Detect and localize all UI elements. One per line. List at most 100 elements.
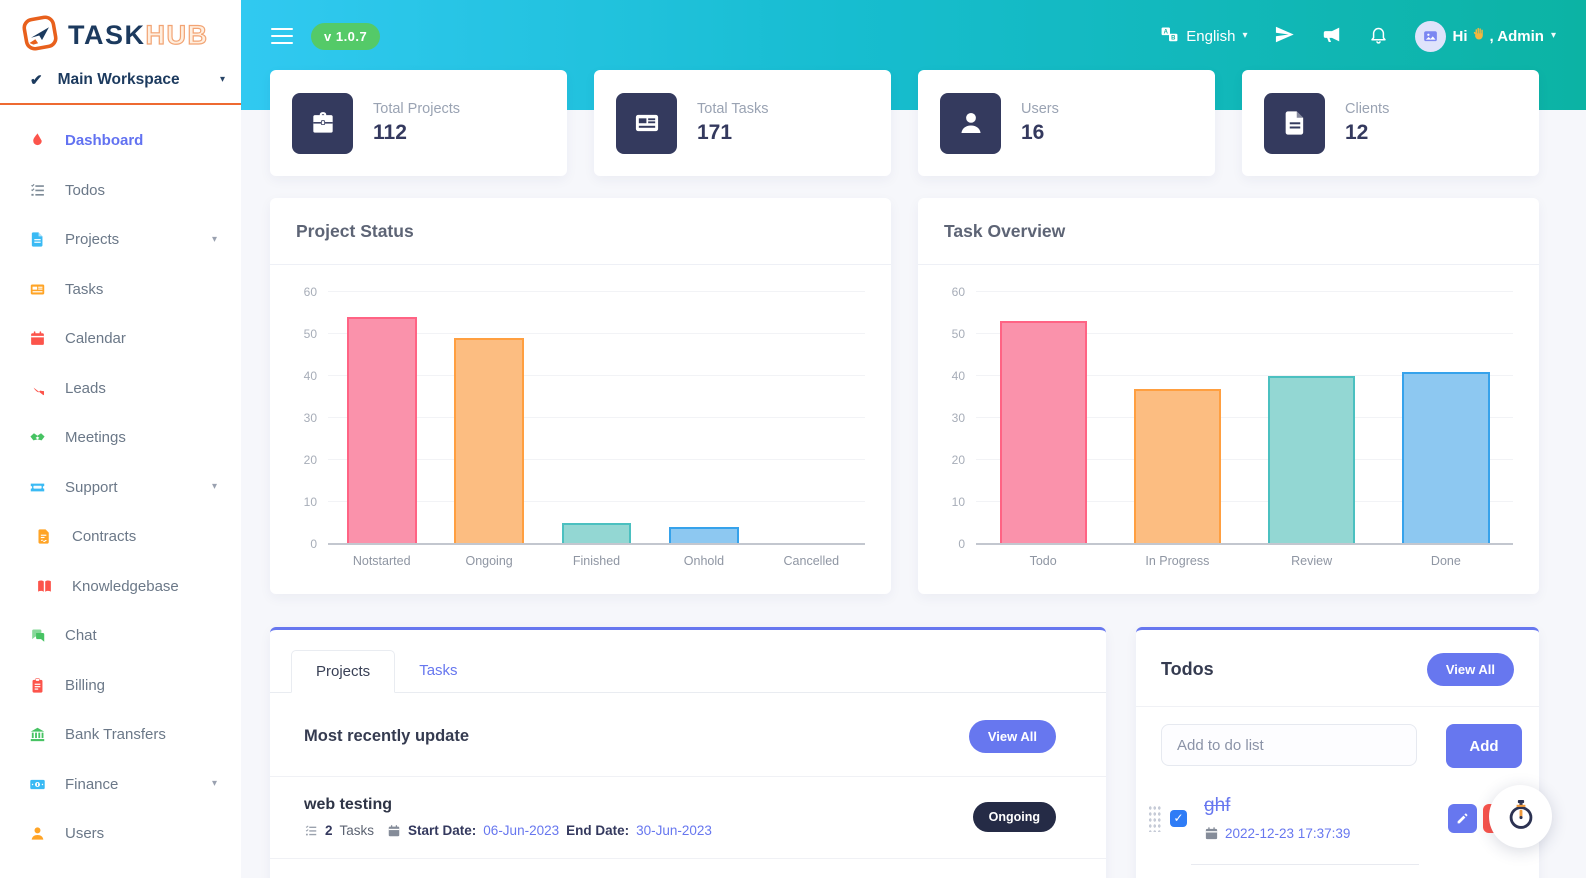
tab-tasks[interactable]: Tasks bbox=[419, 662, 458, 679]
main-content: Total Projects 112 Total Tasks 171 Users 16 Cl… bbox=[241, 70, 1586, 878]
sidebar-item-finance[interactable]: Finance ▾ bbox=[0, 760, 241, 810]
todo-input[interactable] bbox=[1161, 724, 1417, 766]
y-tick-label: 40 bbox=[951, 369, 965, 383]
sidebar-item-label: Billing bbox=[65, 676, 106, 694]
y-tick-label: 50 bbox=[303, 327, 317, 341]
stat-text: Clients 12 bbox=[1345, 101, 1389, 145]
gridline bbox=[328, 333, 865, 334]
sidebar-item-label: Bank Transfers bbox=[65, 726, 166, 744]
sidebar-item-billing[interactable]: Billing bbox=[0, 661, 241, 711]
todo-content: ghf 2022-12-23 17:37:39 bbox=[1204, 795, 1448, 841]
recent-view-all-button[interactable]: View All bbox=[968, 720, 1056, 753]
sidebar-item-chat[interactable]: Chat bbox=[0, 611, 241, 661]
project-row: Project testing bbox=[270, 858, 1106, 878]
y-axis: 0 10 20 30 40 50 60 bbox=[292, 285, 328, 551]
stat-card-total-tasks: Total Tasks 171 bbox=[594, 70, 891, 176]
drag-handle-icon[interactable] bbox=[1148, 804, 1161, 832]
stat-value: 112 bbox=[373, 121, 407, 144]
recent-tabs: Projects Tasks bbox=[270, 630, 1106, 693]
file-icon bbox=[28, 231, 46, 249]
calendar-icon bbox=[387, 824, 401, 838]
briefcase-icon bbox=[292, 92, 353, 154]
bar-review bbox=[1268, 376, 1356, 544]
x-axis-line bbox=[976, 543, 1513, 545]
notifications-button[interactable] bbox=[1368, 24, 1389, 48]
sidebar-item-todos[interactable]: Todos bbox=[0, 166, 241, 216]
bar-slot bbox=[435, 292, 542, 544]
stat-label: Total Tasks bbox=[697, 101, 769, 117]
ticket-icon bbox=[28, 478, 46, 496]
todos-header: Todos View All bbox=[1136, 630, 1539, 706]
stopwatch-icon bbox=[1504, 798, 1538, 835]
y-tick-label: 30 bbox=[303, 411, 317, 425]
user-icon bbox=[28, 825, 46, 843]
handshake-icon bbox=[28, 429, 46, 447]
todo-checkbox[interactable]: ✓ bbox=[1170, 809, 1187, 827]
sidebar-item-leads[interactable]: Leads bbox=[0, 364, 241, 414]
list-check-icon bbox=[28, 181, 46, 199]
divider bbox=[1136, 706, 1539, 707]
taskhub-logo[interactable]: TASKHUB bbox=[0, 0, 241, 58]
sidebar-item-meetings[interactable]: Meetings bbox=[0, 413, 241, 463]
workspace-label: Main Workspace bbox=[57, 71, 180, 88]
stat-text: Users 16 bbox=[1021, 101, 1059, 145]
timer-button[interactable] bbox=[1489, 785, 1552, 848]
card-header: Project Status bbox=[270, 198, 891, 265]
sidebar-item-bank-transfers[interactable]: Bank Transfers bbox=[0, 710, 241, 760]
stat-card-total-projects: Total Projects 112 bbox=[270, 70, 567, 176]
bank-icon bbox=[28, 726, 46, 744]
money-icon bbox=[28, 775, 46, 793]
chevron-down-icon: ▾ bbox=[211, 481, 217, 493]
sidebar-item-knowledgebase[interactable]: Knowledgebase bbox=[0, 562, 241, 612]
recent-header: Most recently update View All bbox=[270, 693, 1106, 776]
sidebar-item-contracts[interactable]: Contracts bbox=[0, 512, 241, 562]
logo-text: TASKHUB bbox=[68, 19, 209, 51]
bar-slot bbox=[543, 292, 650, 544]
sidebar-item-tasks[interactable]: Tasks bbox=[0, 265, 241, 315]
x-tick-label: Todo bbox=[1029, 554, 1057, 568]
sidebar-item-users[interactable]: Users bbox=[0, 809, 241, 859]
announcements-button[interactable] bbox=[1321, 24, 1342, 48]
svg-text:B: B bbox=[1171, 36, 1175, 42]
send-button[interactable] bbox=[1274, 24, 1295, 48]
x-tick-label: Done bbox=[1430, 554, 1461, 568]
sidebar-item-dashboard[interactable]: Dashboard bbox=[0, 116, 241, 166]
sidebar-item-projects[interactable]: Projects ▾ bbox=[0, 215, 241, 265]
workspace-selector[interactable]: ✔ Main Workspace ▾ bbox=[0, 71, 241, 105]
chevron-down-icon: ▾ bbox=[1550, 30, 1556, 41]
todo-list: ✓ ghf 2022-12-23 17:37:39 bbox=[1136, 768, 1539, 865]
todo-text[interactable]: ghf bbox=[1204, 795, 1231, 816]
project-name[interactable]: web testing bbox=[304, 796, 393, 813]
newspaper-icon bbox=[616, 92, 677, 154]
user-menu[interactable]: Hi, Admin ▾ bbox=[1414, 20, 1556, 52]
x-axis-labels: Todo In Progress Review Done bbox=[976, 544, 1513, 568]
plot-area bbox=[328, 291, 865, 545]
x-tick-label: Ongoing bbox=[465, 554, 513, 568]
list-check-icon bbox=[304, 824, 318, 838]
sidebar-item-label: Todos bbox=[65, 181, 106, 199]
bar-notstarted bbox=[346, 317, 417, 544]
x-tick-label: Review bbox=[1291, 554, 1333, 568]
chat-icon bbox=[28, 627, 46, 645]
sidebar-item-label: Finance bbox=[65, 775, 119, 793]
language-label: English bbox=[1186, 27, 1236, 45]
todos-view-all-button[interactable]: View All bbox=[1426, 653, 1514, 686]
recent-card: Projects Tasks Most recently update View … bbox=[270, 627, 1106, 878]
sidebar-item-calendar[interactable]: Calendar bbox=[0, 314, 241, 364]
todo-add-button[interactable]: Add bbox=[1446, 724, 1522, 768]
hamburger-menu-icon[interactable] bbox=[271, 27, 293, 45]
todo-edit-button[interactable] bbox=[1448, 803, 1477, 833]
sidebar-item-support[interactable]: Support ▾ bbox=[0, 463, 241, 513]
tab-projects[interactable]: Projects bbox=[291, 650, 396, 693]
charts-row: Project Status 0 10 20 30 40 50 60 Notstarted On… bbox=[270, 198, 1586, 594]
y-tick-label: 20 bbox=[303, 453, 317, 467]
y-tick-label: 60 bbox=[303, 285, 317, 299]
y-tick-label: 10 bbox=[951, 495, 965, 509]
x-tick-label: Cancelled bbox=[783, 554, 840, 568]
y-tick-label: 10 bbox=[303, 495, 317, 509]
bar-done bbox=[1402, 371, 1490, 544]
stat-text: Total Projects 112 bbox=[373, 101, 460, 145]
bars bbox=[976, 292, 1513, 544]
